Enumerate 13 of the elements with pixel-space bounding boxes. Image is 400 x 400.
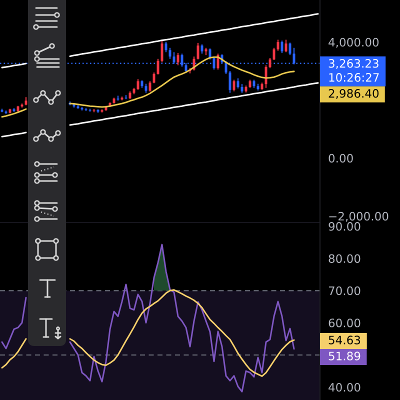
y-tick-label: 80.00 [328,254,360,263]
ref-line-label: 3,263.23 [328,59,378,69]
y-tick-label: 0.00 [328,154,353,163]
y-tick-label: 60.00 [328,318,360,328]
y-tick-label: 70.00 [328,286,360,296]
text: 2,986.40 [328,89,379,99]
y-tick-label: −2,000.00 [329,212,388,222]
text: 54.63 [328,336,360,344]
y-tick-label: 90.00 [328,222,360,231]
y-tick-label: 4,000.00 [328,38,379,48]
text: 10:26:27 [329,73,379,82]
y-tick-label: 40.00 [328,382,360,392]
text: 51.89 [328,352,360,360]
